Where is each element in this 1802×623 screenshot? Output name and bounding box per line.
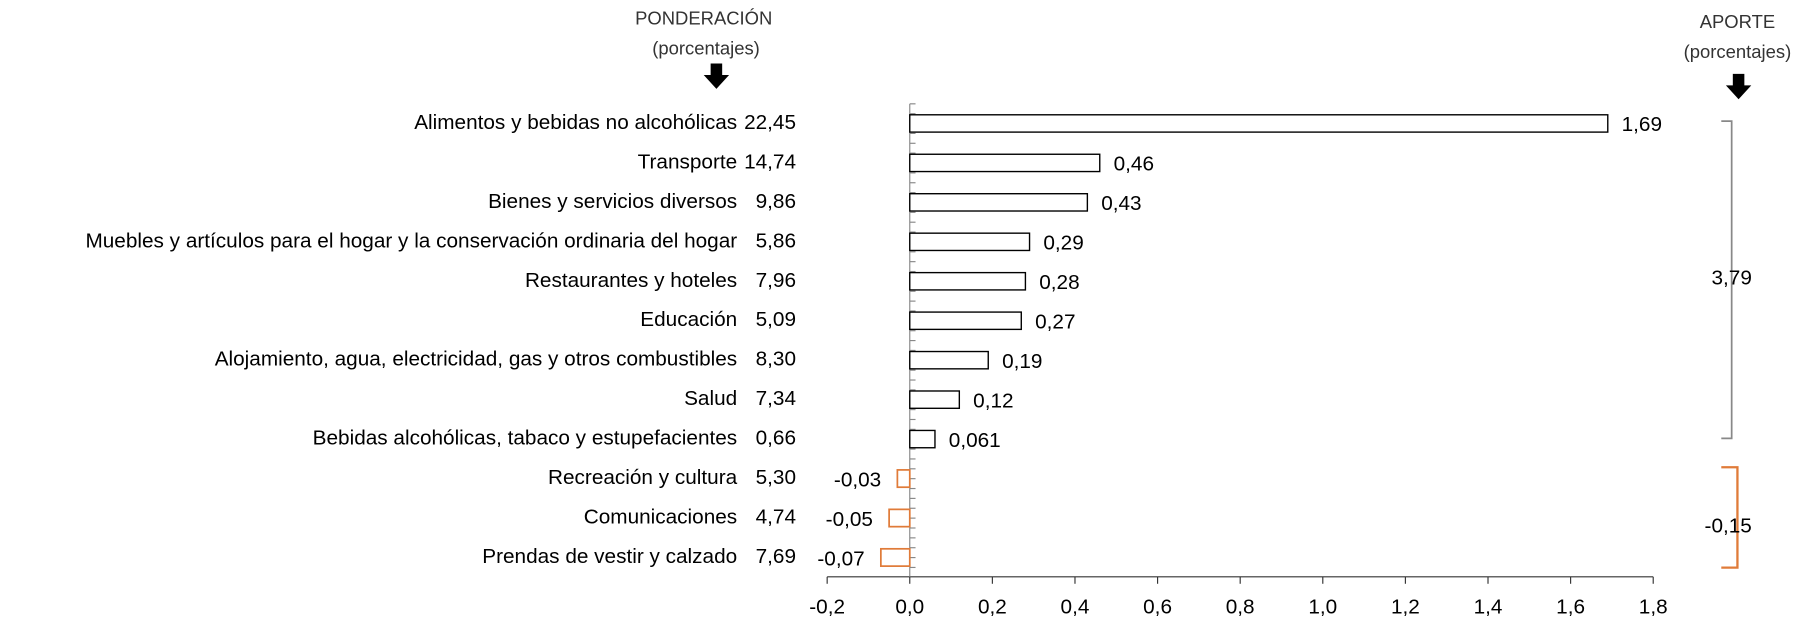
weight-label: 7,96	[756, 269, 796, 292]
value-label: 0,27	[1035, 311, 1075, 334]
weight-label: 7,69	[756, 545, 796, 568]
x-tick-label: 1,4	[1474, 595, 1503, 618]
right-subheader: (porcentajes)	[1684, 41, 1792, 62]
weight-label: 0,66	[756, 427, 796, 450]
value-label: 0,29	[1043, 232, 1083, 255]
bar	[909, 350, 989, 370]
bracket	[1721, 120, 1733, 440]
bar	[909, 153, 1101, 173]
value-label: 1,69	[1622, 113, 1662, 136]
value-label: 0,46	[1114, 153, 1154, 176]
value-label: 0,12	[973, 389, 1013, 412]
bar	[879, 547, 911, 567]
value-label: -0,03	[834, 468, 881, 491]
bar	[909, 193, 1089, 212]
weight-label: 22,45	[744, 111, 796, 134]
weight-label: 5,86	[756, 229, 796, 252]
bar	[888, 508, 911, 528]
category-label: Muebles y artículos para el hogar y la c…	[85, 229, 737, 252]
weight-label: 7,34	[756, 387, 796, 410]
x-tick-label: -0,2	[809, 595, 845, 618]
value-label: 0,19	[1002, 350, 1042, 373]
arrow	[703, 63, 730, 89]
x-tick-label: 0,6	[1143, 595, 1172, 618]
weight-label: 14,74	[744, 150, 796, 173]
bar	[909, 232, 1031, 252]
group-total: -0,15	[1705, 515, 1752, 538]
category-label: Restaurantes y hoteles	[525, 269, 737, 292]
x-tick-label: 1,8	[1639, 595, 1668, 618]
bar	[909, 390, 961, 409]
x-tick-label: 0,8	[1226, 595, 1255, 618]
category-label: Alimentos y bebidas no alcohólicas	[414, 111, 737, 134]
value-label: -0,05	[826, 508, 873, 531]
category-label: Bienes y servicios diversos	[488, 190, 737, 213]
weight-label: 5,30	[756, 466, 796, 489]
bar	[909, 114, 1609, 133]
weight-label: 5,09	[756, 308, 796, 331]
category-label: Comunicaciones	[584, 505, 737, 528]
weight-label: 4,74	[756, 505, 796, 528]
x-tick-label: 0,0	[895, 595, 924, 618]
x-tick-label: 0,4	[1061, 595, 1090, 618]
x-tick-label: 1,2	[1391, 595, 1420, 618]
bar	[896, 469, 911, 489]
left-header: PONDERACIÓN	[635, 7, 772, 28]
value-label: 0,43	[1101, 192, 1141, 215]
group-total: 3,79	[1711, 267, 1751, 290]
x-tick-label: 1,0	[1308, 595, 1337, 618]
x-tick-label: 0,2	[978, 595, 1007, 618]
category-label: Recreación y cultura	[548, 466, 738, 489]
category-label: Alojamiento, agua, electricidad, gas y o…	[215, 348, 737, 371]
bar	[909, 311, 1022, 331]
value-label: -0,07	[817, 547, 864, 570]
right-header: APORTE	[1700, 11, 1775, 32]
value-label: 0,061	[949, 429, 1001, 452]
category-label: Transporte	[638, 150, 738, 173]
left-subheader: (porcentajes)	[652, 37, 760, 58]
bar	[909, 271, 1027, 291]
category-label: Bebidas alcohólicas, tabaco y estupefaci…	[313, 427, 738, 450]
bar	[909, 429, 936, 449]
category-label: Educación	[640, 308, 737, 331]
arrow	[1725, 73, 1752, 100]
category-label: Prendas de vestir y calzado	[482, 545, 737, 568]
weight-label: 8,30	[756, 348, 796, 371]
x-tick-label: 1,6	[1556, 595, 1585, 618]
bracket	[1721, 466, 1739, 569]
weight-label: 9,86	[756, 190, 796, 213]
category-label: Salud	[684, 387, 737, 410]
value-label: 0,28	[1039, 271, 1079, 294]
